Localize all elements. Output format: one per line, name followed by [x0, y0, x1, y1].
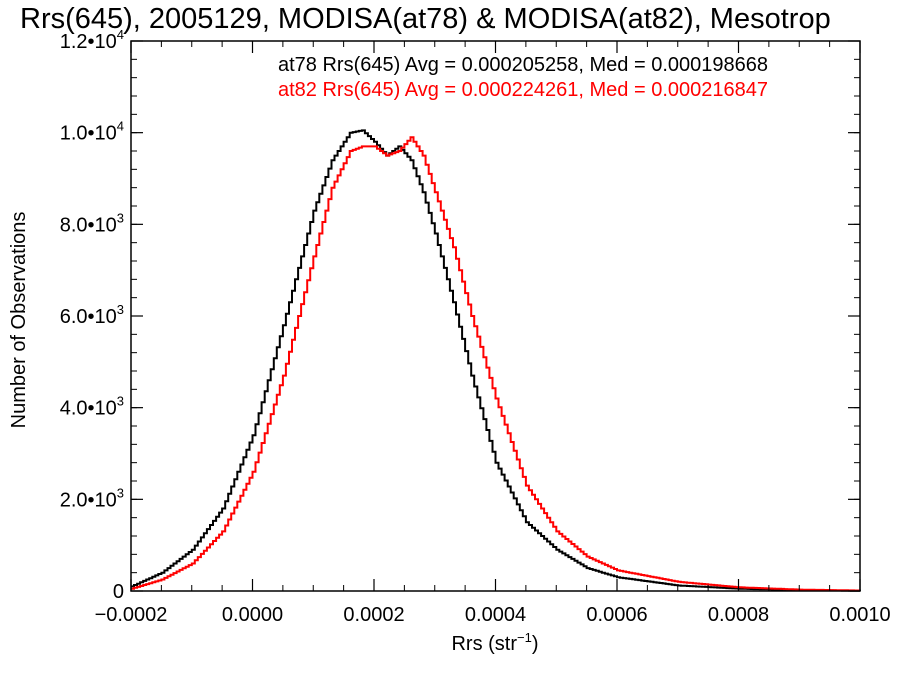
x-tick-label: 0.0002: [343, 604, 404, 626]
x-tick-label: 0.0004: [465, 604, 526, 626]
x-tick-label: 0.0008: [708, 604, 769, 626]
y-tick-label: 6.0•103: [60, 302, 124, 328]
y-tick-label: 1.2•104: [60, 27, 124, 53]
y-tick-mantissa: 2.0•10: [60, 489, 117, 511]
x-axis-label: Rrs (str−1): [451, 630, 538, 655]
y-tick-exponent: 3: [117, 210, 124, 225]
x-axis-label-sup: −1: [517, 630, 532, 645]
x-tick-label: 0.0000: [222, 604, 283, 626]
series-line-1: [131, 136, 860, 592]
y-tick-exponent: 4: [117, 119, 124, 134]
y-tick-mantissa: 1.0•10: [60, 123, 117, 145]
y-tick-exponent: 3: [117, 394, 124, 409]
legend-entry-1: at82 Rrs(645) Avg = 0.000224261, Med = 0…: [278, 79, 768, 101]
chart-title: Rrs(645), 2005129, MODISA(at78) & MODISA…: [20, 3, 831, 35]
y-tick-mantissa: 8.0•10: [60, 214, 117, 236]
y-tick-exponent: 3: [117, 302, 124, 317]
x-axis-label-end: ): [532, 633, 539, 655]
y-tick-exponent: 4: [117, 27, 124, 42]
y-axis-label: Number of Observations: [8, 212, 30, 429]
y-tick-exponent: 3: [117, 485, 124, 500]
x-tick-label: 0.0006: [586, 604, 647, 626]
y-tick-label: 4.0•103: [60, 394, 124, 420]
y-tick-label: 0: [113, 581, 124, 603]
y-tick-mantissa: 4.0•10: [60, 398, 117, 420]
x-tick-label: 0.0010: [829, 604, 890, 626]
y-tick-mantissa: 1.2•10: [60, 31, 117, 53]
y-tick-mantissa: 6.0•10: [60, 306, 117, 328]
legend-entry-0: at78 Rrs(645) Avg = 0.000205258, Med = 0…: [278, 54, 768, 76]
legend: at78 Rrs(645) Avg = 0.000205258, Med = 0…: [278, 54, 768, 101]
plot-frame: [130, 40, 861, 592]
y-tick-label: 2.0•103: [60, 485, 124, 511]
y-tick-mantissa: 0: [113, 581, 124, 603]
series-line-0: [131, 129, 861, 592]
axes: −0.0002 0.0000 0.0002 0.0004 0.0006 0.0008 0.0…: [60, 27, 891, 626]
y-tick-label: 8.0•103: [60, 210, 124, 236]
y-tick-label: 1.0•104: [60, 119, 124, 145]
plot-area: [131, 129, 861, 592]
x-tick-label: −0.0002: [95, 604, 168, 626]
x-axis-label-main: Rrs (str: [451, 633, 517, 655]
